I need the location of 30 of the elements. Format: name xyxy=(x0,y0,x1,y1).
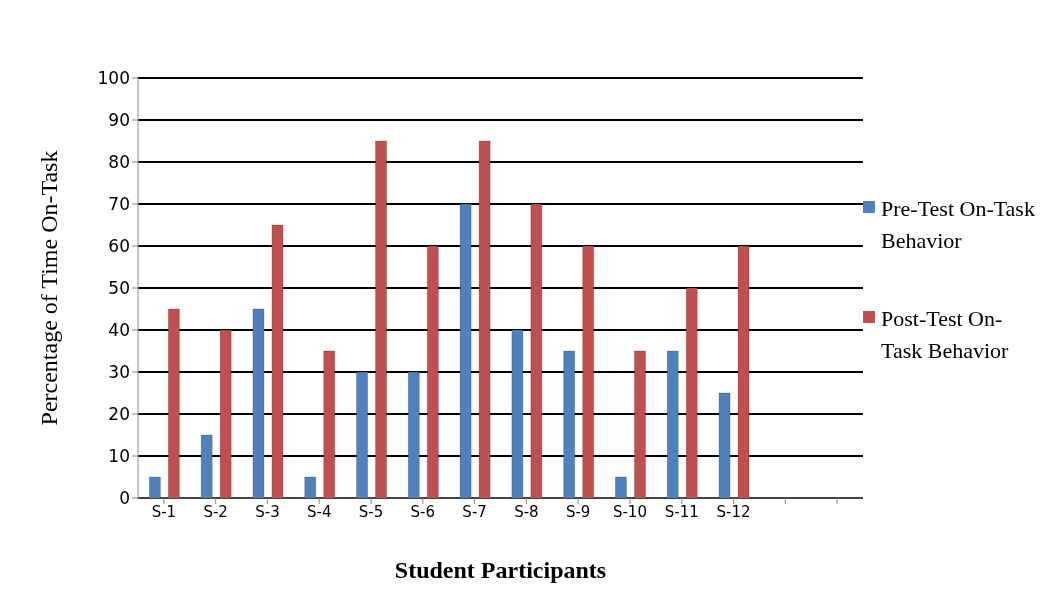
y-tick-label: 20 xyxy=(108,404,130,425)
bar xyxy=(148,476,161,498)
y-tick-label: 30 xyxy=(108,362,130,383)
y-tick-label: 50 xyxy=(108,278,130,299)
y-tick-label: 90 xyxy=(108,110,130,131)
x-tick-label: S-3 xyxy=(255,502,280,521)
y-axis-title: Percentage of Time On-Task xyxy=(35,150,62,426)
x-tick-label: S-11 xyxy=(664,502,699,521)
x-tick-label: S-10 xyxy=(612,502,647,521)
x-axis-title: Student Participants xyxy=(394,557,607,583)
legend-label: Post-Test On-Task Behavior xyxy=(881,305,1010,365)
x-tick-label: S-12 xyxy=(716,502,751,521)
y-tick-label: 10 xyxy=(108,446,130,467)
y-tick-label: 0 xyxy=(119,488,130,509)
y-tick-label: 80 xyxy=(108,152,130,173)
x-tick-label: S-6 xyxy=(410,502,436,521)
x-tick-label: S-5 xyxy=(358,502,384,521)
bar xyxy=(304,476,317,498)
y-tick-label: 70 xyxy=(108,194,130,215)
x-tick-label: S-7 xyxy=(462,502,487,521)
y-tick-label: 40 xyxy=(108,320,130,341)
x-tick-label: S-2 xyxy=(203,502,228,521)
x-tick-label: S-9 xyxy=(565,502,591,521)
bar xyxy=(614,476,627,498)
x-tick-label: S-8 xyxy=(514,502,539,521)
x-tick-label: S-1 xyxy=(151,502,177,521)
legend-label: Pre-Test On-Task Behavior xyxy=(881,195,1036,255)
y-tick-label: 100 xyxy=(97,68,130,89)
x-tick-label: S-4 xyxy=(307,502,332,521)
y-tick-label: 60 xyxy=(108,236,130,257)
